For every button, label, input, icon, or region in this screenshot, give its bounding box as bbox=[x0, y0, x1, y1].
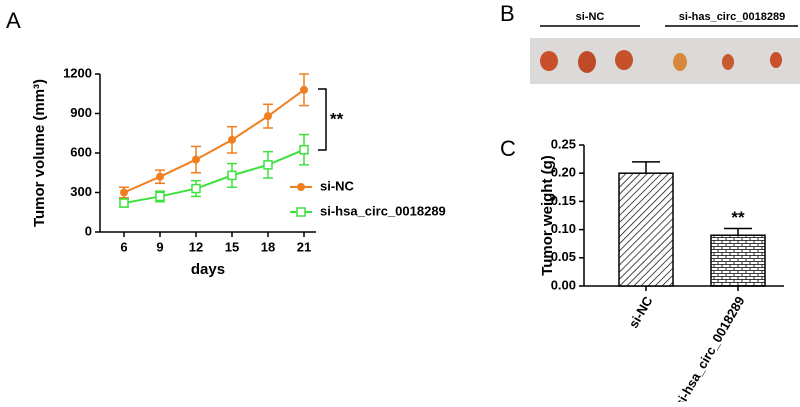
tumor bbox=[615, 50, 633, 70]
x-tick-label: 15 bbox=[225, 239, 239, 254]
tumor bbox=[770, 52, 782, 68]
legend-marker bbox=[297, 183, 305, 191]
legend-marker bbox=[296, 207, 306, 217]
x-tick-label: 6 bbox=[120, 239, 127, 254]
tumor bbox=[722, 54, 734, 70]
x-axis-title: days bbox=[191, 261, 225, 278]
error-bar bbox=[724, 227, 752, 236]
point bbox=[264, 112, 272, 121]
y-axis-title: Tumor volume (mm³) bbox=[31, 79, 48, 227]
point bbox=[119, 198, 129, 208]
legend-label: si-NC bbox=[320, 178, 355, 193]
y-tick-label: 0.00 bbox=[551, 277, 576, 292]
photo-background bbox=[530, 38, 800, 84]
x-tick-label: 18 bbox=[261, 239, 275, 254]
y-tick-label: 900 bbox=[70, 105, 92, 120]
y-tick-label: 1200 bbox=[63, 65, 92, 80]
y-tick-label: 300 bbox=[70, 184, 92, 199]
series-line bbox=[123, 148, 305, 205]
point bbox=[263, 160, 273, 170]
annotation: ** bbox=[330, 109, 344, 128]
x-tick-label: 12 bbox=[189, 239, 203, 254]
panel-label: B bbox=[500, 1, 515, 26]
x-tick-label: si-NC bbox=[626, 293, 656, 330]
point bbox=[191, 183, 201, 194]
y-tick-label: 0.10 bbox=[551, 221, 576, 236]
point bbox=[299, 144, 309, 155]
x-tick-label: si-hsa_circ_0018289 bbox=[672, 294, 748, 402]
y-tick-label: 0.05 bbox=[551, 249, 576, 264]
point bbox=[228, 135, 236, 144]
y-tick-label: 0.25 bbox=[551, 136, 576, 151]
series-line bbox=[123, 88, 305, 194]
photo-panel: B si-NC si-has_circ_0018289 bbox=[500, 1, 800, 84]
error-bar bbox=[632, 161, 660, 174]
bar bbox=[618, 172, 674, 287]
y-tick-label: 0.15 bbox=[551, 193, 576, 208]
group-label: si-has_circ_0018289 bbox=[679, 11, 785, 23]
point bbox=[300, 85, 308, 94]
bar bbox=[710, 234, 766, 287]
legend-label: si-hsa_circ_0018289 bbox=[320, 203, 446, 218]
group-label: si-NC bbox=[576, 11, 605, 23]
y-tick-label: 0 bbox=[85, 223, 92, 238]
point bbox=[155, 191, 165, 202]
bracket bbox=[318, 88, 327, 151]
annotation: ** bbox=[731, 208, 745, 227]
y-axis-title: Tumor weight (g) bbox=[539, 155, 556, 276]
y-tick-label: 0.20 bbox=[551, 165, 576, 180]
panel-label: A bbox=[6, 8, 21, 33]
panel-label: C bbox=[500, 136, 516, 161]
x-tick-label: 9 bbox=[156, 239, 163, 254]
x-tick-label: 21 bbox=[297, 239, 311, 254]
tumor bbox=[578, 51, 596, 73]
tumor bbox=[540, 51, 558, 71]
point bbox=[227, 170, 237, 181]
point bbox=[156, 172, 164, 181]
point bbox=[120, 188, 128, 197]
point bbox=[192, 155, 200, 164]
y-tick-label: 600 bbox=[70, 144, 92, 159]
tumor bbox=[673, 53, 687, 71]
